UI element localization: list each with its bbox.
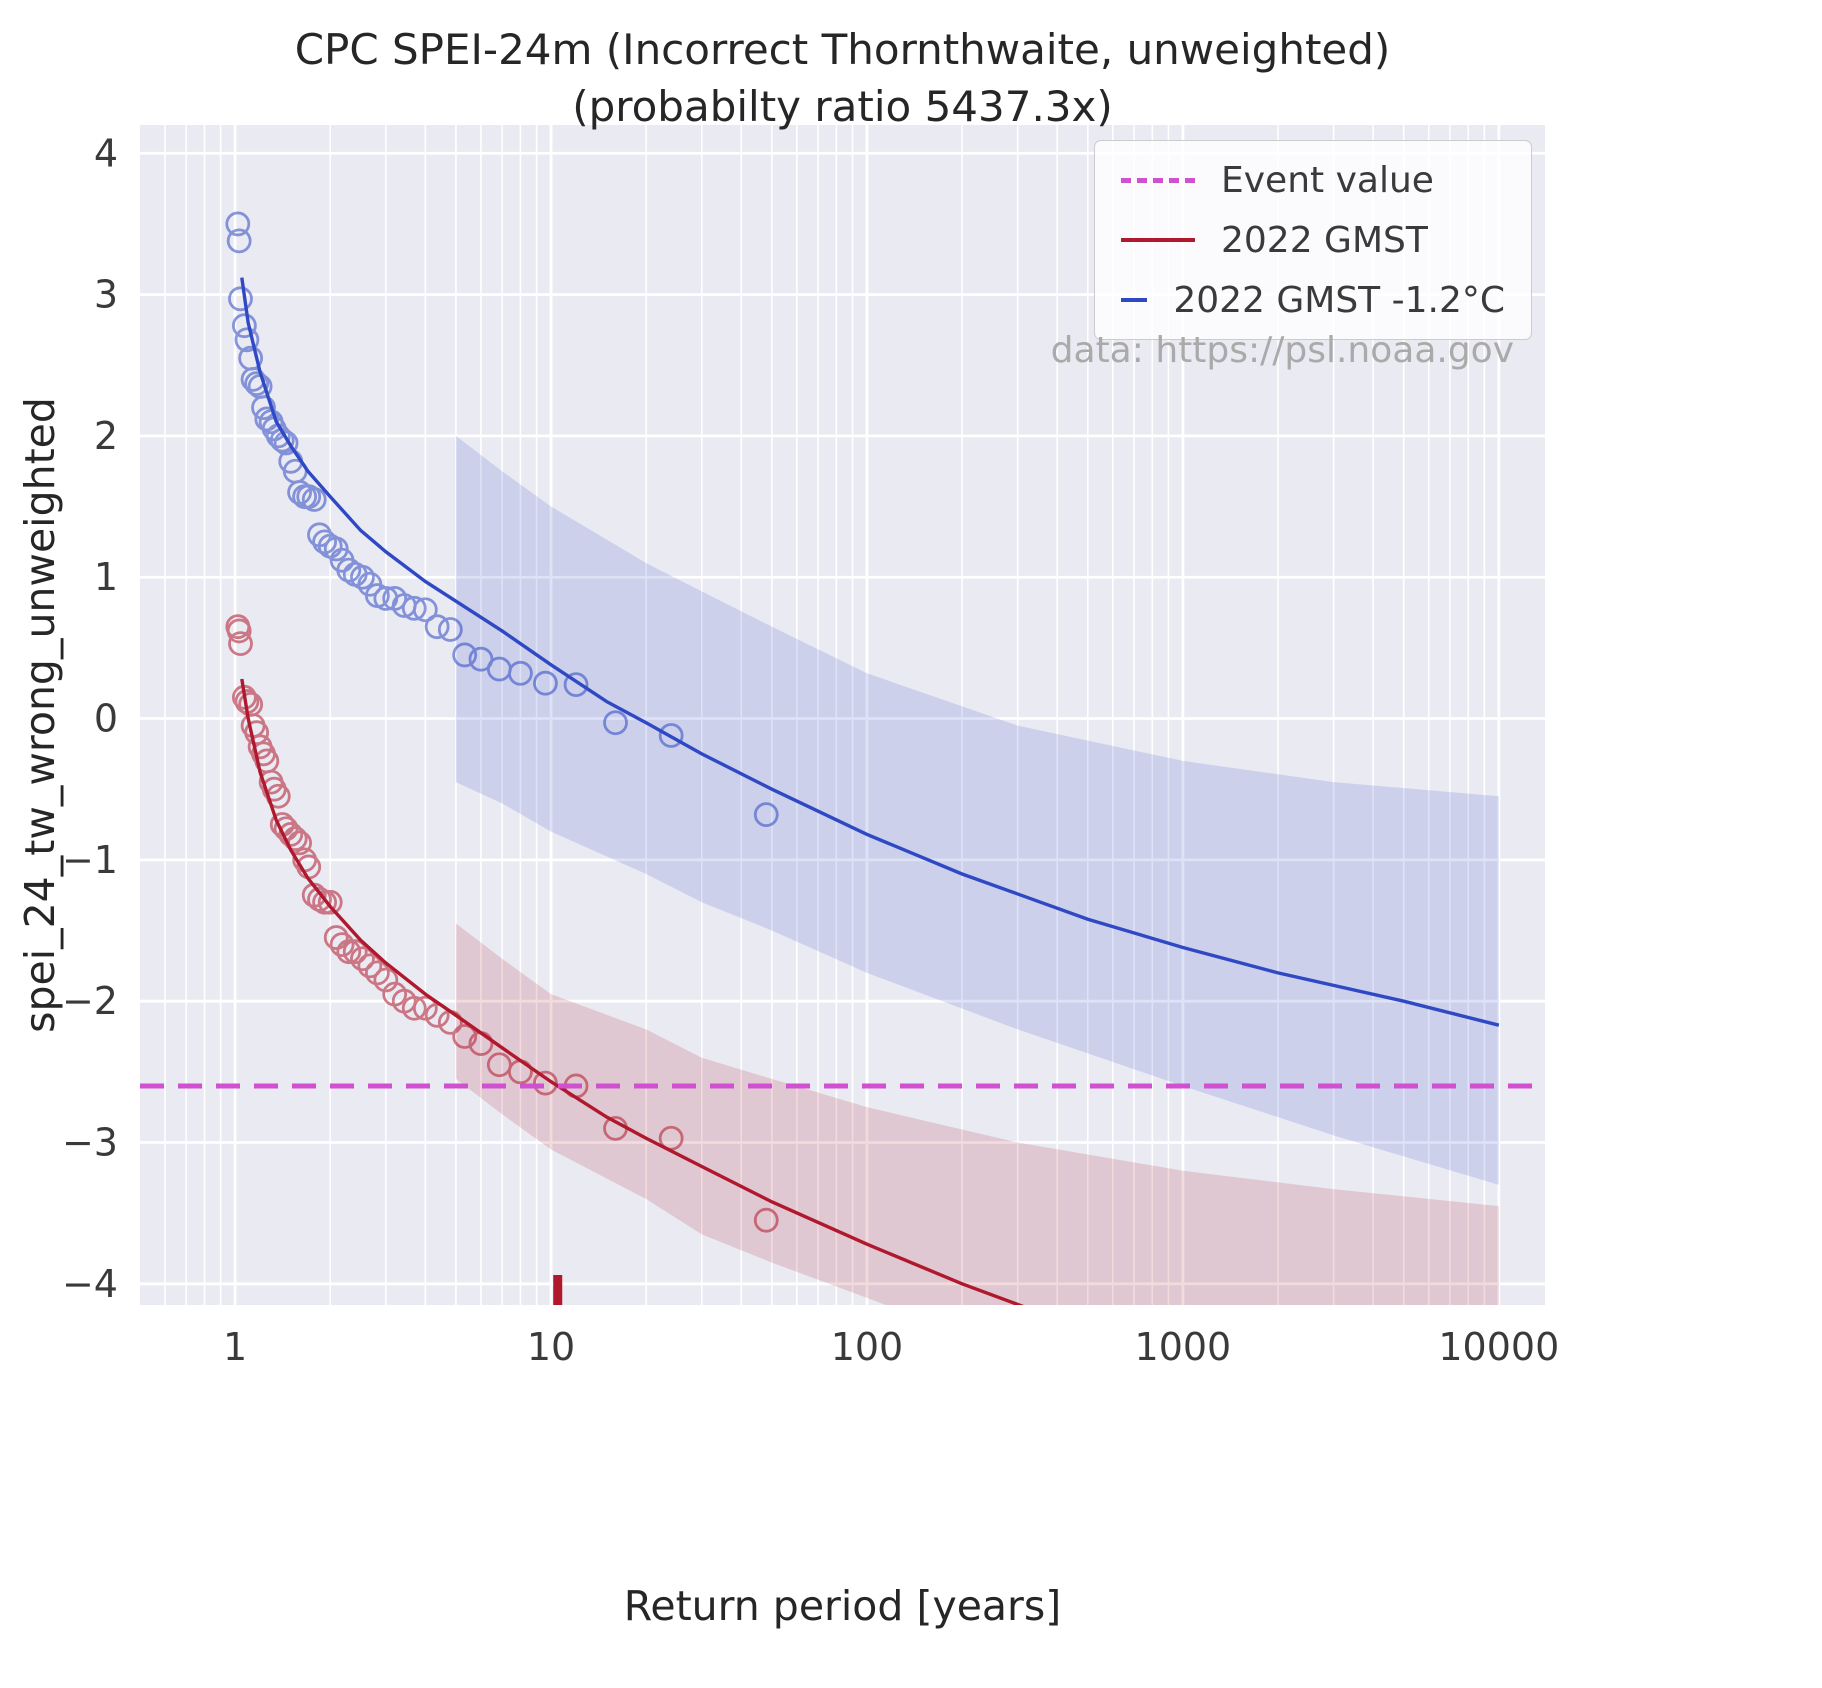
legend-item-2022-gmst-minus: 2022 GMST -1.2°C: [1121, 277, 1505, 323]
svg-text:3: 3: [94, 273, 118, 317]
y-axis-label: spei_24_tw_wrong_unweighted: [16, 397, 64, 1033]
x-axis-label: Return period [years]: [623, 1582, 1062, 1630]
svg-text:1000: 1000: [1135, 1325, 1232, 1369]
data-source-annotation: data: https://psl.noaa.gov: [1050, 330, 1514, 371]
legend-label: 2022 GMST: [1221, 219, 1428, 261]
chart-title: CPC SPEI-24m (Incorrect Thornthwaite, un…: [140, 22, 1545, 135]
event-value-line-sample: [1121, 177, 1195, 183]
chart-title-line2: (probabilty ratio 5437.3x): [572, 81, 1113, 131]
chart-title-line1: CPC SPEI-24m (Incorrect Thornthwaite, un…: [294, 25, 1391, 74]
svg-text:−3: −3: [62, 1120, 118, 1164]
svg-text:2: 2: [94, 414, 118, 458]
svg-text:100: 100: [831, 1325, 904, 1369]
gmst-minus-line-sample: [1121, 298, 1148, 302]
legend-item-event-value: Event value: [1121, 157, 1505, 203]
svg-text:10000: 10000: [1438, 1325, 1559, 1369]
svg-text:1: 1: [94, 555, 118, 599]
svg-text:−2: −2: [62, 979, 118, 1023]
gmst-line-sample: [1121, 238, 1195, 242]
legend-item-2022-gmst: 2022 GMST: [1121, 217, 1505, 263]
legend-label: 2022 GMST -1.2°C: [1173, 279, 1505, 321]
legend-label: Event value: [1221, 159, 1434, 201]
svg-text:0: 0: [94, 697, 118, 741]
svg-text:−1: −1: [62, 838, 118, 882]
svg-text:−4: −4: [62, 1262, 118, 1306]
svg-text:1: 1: [223, 1325, 247, 1369]
svg-text:10: 10: [527, 1325, 575, 1369]
legend: Event value 2022 GMST 2022 GMST -1.2°C: [1094, 140, 1532, 340]
svg-text:4: 4: [94, 131, 118, 175]
